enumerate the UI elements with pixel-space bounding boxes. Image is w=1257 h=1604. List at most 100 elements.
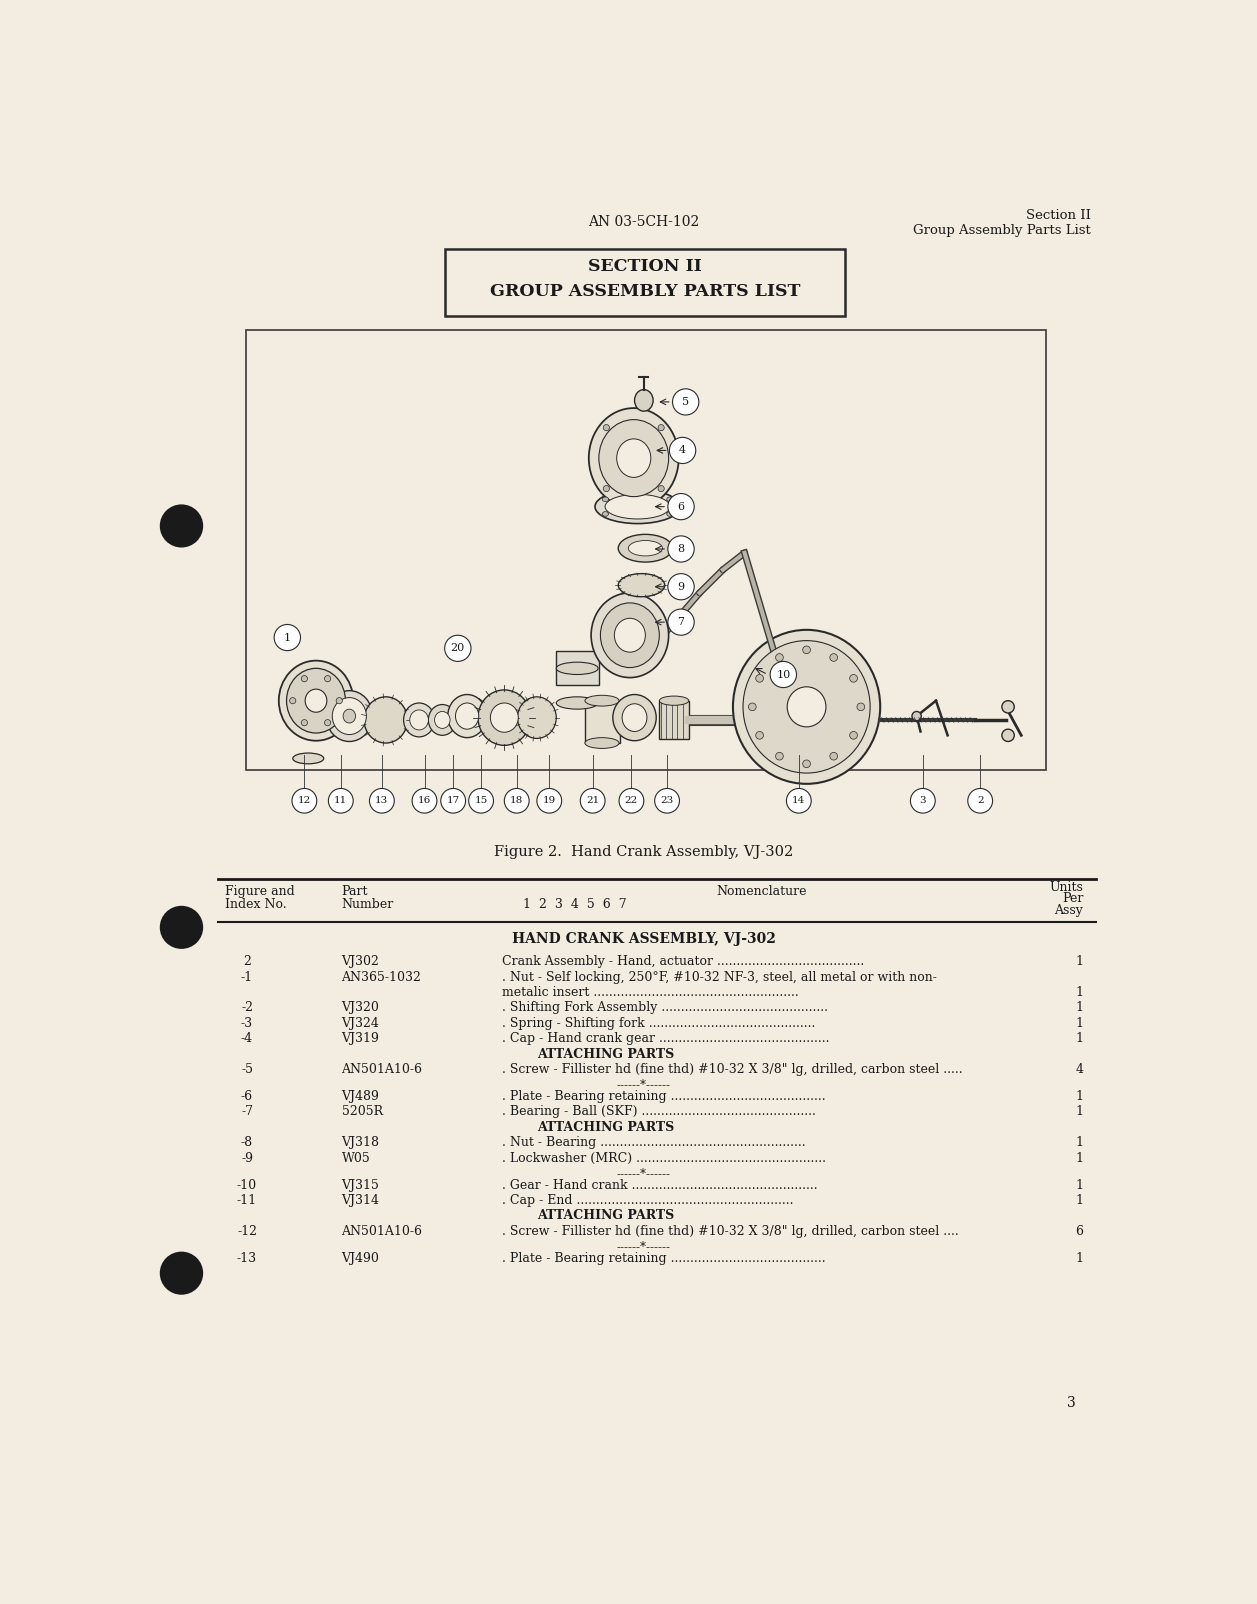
- Text: ------*------: ------*------: [617, 1078, 671, 1091]
- Text: AN 03-5CH-102: AN 03-5CH-102: [588, 215, 699, 229]
- Text: 22: 22: [625, 796, 639, 805]
- Text: -10: -10: [238, 1179, 258, 1192]
- Text: VJ314: VJ314: [342, 1193, 380, 1206]
- Ellipse shape: [324, 720, 331, 725]
- Text: Assy: Assy: [1055, 903, 1084, 916]
- Text: 1: 1: [1075, 1091, 1084, 1104]
- Text: 6: 6: [678, 502, 685, 512]
- Text: -1: -1: [241, 970, 253, 983]
- Text: 16: 16: [417, 796, 431, 805]
- Text: . Screw - Fillister hd (fine thd) #10-32 X 3/8" lg, drilled, carbon steel ....: . Screw - Fillister hd (fine thd) #10-32…: [502, 1225, 959, 1238]
- Circle shape: [771, 661, 797, 688]
- Text: 1: 1: [284, 632, 290, 643]
- Text: VJ319: VJ319: [342, 1033, 380, 1046]
- Ellipse shape: [830, 752, 837, 760]
- Text: Units: Units: [1050, 881, 1084, 893]
- Text: 10: 10: [777, 669, 791, 680]
- Circle shape: [469, 789, 494, 813]
- Text: . Nut - Bearing .....................................................: . Nut - Bearing ........................…: [502, 1136, 806, 1148]
- Ellipse shape: [293, 752, 324, 764]
- Text: -2: -2: [241, 1001, 253, 1014]
- Circle shape: [655, 789, 680, 813]
- Text: ------*------: ------*------: [617, 1240, 671, 1253]
- Ellipse shape: [326, 691, 372, 741]
- Circle shape: [160, 504, 204, 547]
- Ellipse shape: [287, 669, 346, 733]
- Text: . Spring - Shifting fork ...........................................: . Spring - Shifting fork ...............…: [502, 1017, 816, 1030]
- Text: VJ315: VJ315: [342, 1179, 380, 1192]
- Ellipse shape: [787, 687, 826, 727]
- Text: . Shifting Fork Assembly ...........................................: . Shifting Fork Assembly ...............…: [502, 1001, 828, 1014]
- Ellipse shape: [603, 486, 610, 492]
- Circle shape: [160, 1251, 204, 1294]
- Bar: [585, 701, 620, 743]
- Ellipse shape: [913, 712, 921, 720]
- Text: 1: 1: [1075, 1017, 1084, 1030]
- Text: AN501A10-6: AN501A10-6: [342, 1225, 422, 1238]
- Text: 3: 3: [1067, 1395, 1076, 1410]
- Text: 1: 1: [1075, 1179, 1084, 1192]
- Text: Per: Per: [1062, 892, 1084, 905]
- Circle shape: [441, 789, 465, 813]
- Ellipse shape: [743, 640, 870, 773]
- Ellipse shape: [857, 703, 865, 711]
- Circle shape: [672, 388, 699, 415]
- Ellipse shape: [659, 486, 664, 492]
- Ellipse shape: [830, 654, 837, 661]
- Ellipse shape: [591, 593, 669, 677]
- Text: -5: -5: [241, 1063, 253, 1076]
- Text: 4: 4: [1075, 1063, 1084, 1076]
- Circle shape: [292, 789, 317, 813]
- Ellipse shape: [618, 574, 665, 597]
- Text: W05: W05: [342, 1152, 371, 1165]
- Ellipse shape: [289, 698, 295, 704]
- Text: 18: 18: [510, 796, 523, 805]
- Ellipse shape: [588, 407, 679, 508]
- Circle shape: [445, 635, 471, 661]
- Text: 2: 2: [243, 956, 251, 969]
- Ellipse shape: [1002, 730, 1014, 741]
- Ellipse shape: [603, 425, 610, 431]
- Text: . Screw - Fillister hd (fine thd) #10-32 X 3/8" lg, drilled, carbon steel .....: . Screw - Fillister hd (fine thd) #10-32…: [502, 1063, 963, 1076]
- Ellipse shape: [429, 704, 456, 735]
- Ellipse shape: [343, 709, 356, 723]
- Text: VJ302: VJ302: [342, 956, 380, 969]
- Text: ATTACHING PARTS: ATTACHING PARTS: [537, 1047, 674, 1060]
- Text: GROUP ASSEMBLY PARTS LIST: GROUP ASSEMBLY PARTS LIST: [490, 284, 801, 300]
- Circle shape: [910, 789, 935, 813]
- Ellipse shape: [803, 760, 811, 768]
- Text: . Cap - End ........................................................: . Cap - End ............................…: [502, 1193, 793, 1206]
- Ellipse shape: [478, 690, 530, 746]
- Circle shape: [667, 536, 694, 561]
- Ellipse shape: [666, 512, 672, 516]
- Circle shape: [670, 438, 696, 464]
- Text: 6: 6: [1075, 1225, 1084, 1238]
- Text: 9: 9: [678, 582, 685, 592]
- Text: 3: 3: [920, 796, 926, 805]
- Text: 12: 12: [298, 796, 310, 805]
- Text: Part: Part: [342, 885, 368, 898]
- Ellipse shape: [305, 690, 327, 712]
- Text: 1: 1: [1075, 1033, 1084, 1046]
- Text: ------*------: ------*------: [617, 1168, 671, 1181]
- Ellipse shape: [755, 731, 763, 739]
- Text: 7: 7: [678, 618, 685, 627]
- Ellipse shape: [557, 662, 598, 675]
- Ellipse shape: [585, 738, 618, 749]
- Circle shape: [504, 789, 529, 813]
- Text: ATTACHING PARTS: ATTACHING PARTS: [537, 1209, 674, 1222]
- Text: -4: -4: [241, 1033, 253, 1046]
- Ellipse shape: [595, 489, 680, 523]
- Ellipse shape: [557, 696, 598, 709]
- Text: Nomenclature: Nomenclature: [716, 885, 807, 898]
- Ellipse shape: [755, 675, 763, 682]
- Ellipse shape: [850, 731, 857, 739]
- Ellipse shape: [613, 695, 656, 741]
- Circle shape: [274, 624, 300, 651]
- Ellipse shape: [628, 541, 662, 557]
- Circle shape: [618, 789, 644, 813]
- Text: 4: 4: [679, 446, 686, 456]
- Text: -6: -6: [241, 1091, 253, 1104]
- Text: 1: 1: [1075, 986, 1084, 999]
- Ellipse shape: [435, 712, 450, 728]
